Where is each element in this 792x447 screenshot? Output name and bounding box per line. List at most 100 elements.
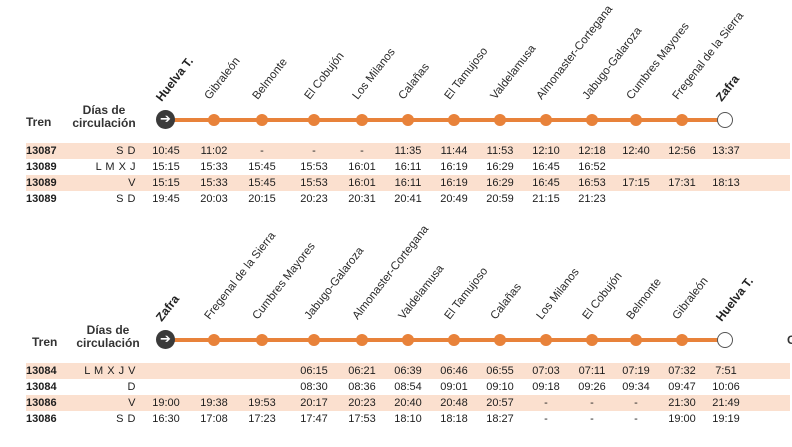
table-row: 13086 V 19:00 19:38 19:53 20:17 20:23 20:40 20:4… — [26, 395, 790, 411]
running-days: L M X J V — [84, 365, 136, 377]
time-cell: 12:10 — [532, 145, 560, 157]
time-cell: - — [260, 145, 264, 157]
table-row: 13084 D 08:30 08:36 08:54 09:01 09:10 09:18 09:2… — [26, 379, 790, 395]
time-cell: 20:49 — [440, 193, 468, 205]
station-dot — [356, 114, 368, 126]
time-cell: 20:59 — [486, 193, 514, 205]
time-cell: 20:17 — [300, 397, 328, 409]
station-dot — [448, 334, 460, 346]
time-cell: 20:15 — [248, 193, 276, 205]
time-cell: - — [634, 397, 638, 409]
timetable-return: Tren Días de circulación ➔ Zafra Fregenal… — [0, 220, 792, 440]
time-cell: 07:03 — [532, 365, 560, 377]
station-dot — [402, 114, 414, 126]
time-cell: 20:57 — [486, 397, 514, 409]
running-days: L M X J — [95, 161, 136, 173]
station-dot — [448, 114, 460, 126]
station-name: Calañas — [488, 281, 524, 322]
station-dot — [208, 114, 220, 126]
header-dias-circulacion: Días de circulación — [76, 323, 140, 350]
station-dot — [630, 114, 642, 126]
time-cell: 19:00 — [152, 397, 180, 409]
time-cell: 16:30 — [152, 413, 180, 425]
time-cell: - — [544, 397, 548, 409]
time-cell: 06:46 — [440, 365, 468, 377]
station-dot — [308, 334, 320, 346]
time-cell: 20:31 — [348, 193, 376, 205]
time-cell: 06:39 — [394, 365, 422, 377]
table-row: 13086 S D 16:30 17:08 17:23 17:47 17:53 18:10 18… — [26, 411, 790, 427]
time-cell: 10:45 — [152, 145, 180, 157]
time-cell — [143, 363, 189, 379]
time-cell: 09:10 — [486, 381, 514, 393]
time-cell: 18:13 — [712, 177, 740, 189]
time-cell: 20:41 — [394, 193, 422, 205]
time-cell: 15:45 — [248, 177, 276, 189]
running-days: S D — [116, 145, 136, 157]
time-cell: 12:18 — [578, 145, 606, 157]
time-cell: 11:35 — [394, 145, 422, 157]
station-name: El Cobujón — [580, 270, 625, 322]
time-cell — [659, 159, 705, 175]
time-cell: 19:53 — [248, 397, 276, 409]
time-cell: 13:37 — [712, 145, 740, 157]
station-name: Almonaster-Cortegana — [534, 3, 616, 103]
station-dot — [676, 334, 688, 346]
time-cell: 19:19 — [712, 413, 740, 425]
station-name: Belmonte — [624, 276, 664, 322]
header-tren: Tren — [26, 115, 52, 129]
time-cell: 16:19 — [440, 177, 468, 189]
table-row: 13087 S D 10:45 11:02 - - - 11:35 11:44 11:53 12:1… — [26, 143, 790, 159]
station-name: Huelva T. — [712, 274, 757, 324]
end-circle-icon — [717, 332, 733, 348]
time-cell: 06:55 — [486, 365, 514, 377]
time-cell: 18:27 — [486, 413, 514, 425]
table-row: 13089 L M X J 15:15 15:33 15:45 15:53 16:01 16:… — [26, 159, 790, 175]
station-dot — [356, 334, 368, 346]
time-cell: 19:00 — [668, 413, 696, 425]
station-dot — [540, 114, 552, 126]
time-cell — [703, 191, 749, 207]
time-cell: 11:53 — [486, 145, 514, 157]
time-cell: - — [360, 145, 364, 157]
time-cell — [239, 379, 285, 395]
route-line — [170, 118, 722, 122]
station-name: Belmonte — [250, 56, 290, 102]
time-cell: - — [590, 413, 594, 425]
arrow-right-icon: ➔ — [156, 330, 175, 349]
station-name: Zafra — [712, 72, 743, 104]
time-cell: 15:53 — [300, 177, 328, 189]
time-cell: 09:01 — [440, 381, 468, 393]
table-row: 13089 S D 19:45 20:03 20:15 20:23 20:31 20:41 20… — [26, 191, 790, 207]
time-cell: - — [544, 413, 548, 425]
train-number: 13087 — [26, 145, 57, 157]
time-cell: 20:40 — [394, 397, 422, 409]
time-cell — [613, 159, 659, 175]
time-cell: 09:47 — [668, 381, 696, 393]
station-dot — [402, 334, 414, 346]
time-cell: 06:15 — [300, 365, 328, 377]
time-cell: 16:19 — [440, 161, 468, 173]
time-cell: 11:44 — [440, 145, 468, 157]
time-cell: 17:08 — [200, 413, 228, 425]
time-cell: 15:53 — [300, 161, 328, 173]
time-cell: 15:33 — [200, 161, 228, 173]
time-cell: 21:49 — [712, 397, 740, 409]
time-cell: 17:23 — [248, 413, 276, 425]
time-cell: 21:30 — [668, 397, 696, 409]
edge-letter: C — [787, 333, 792, 347]
running-days: S D — [116, 413, 136, 425]
time-cell: 08:36 — [348, 381, 376, 393]
time-cell: 16:01 — [348, 161, 376, 173]
station-name: Gibraleón — [202, 55, 243, 102]
table-row: 13089 V 15:15 15:33 15:45 15:53 16:01 16:11 16:1… — [26, 175, 790, 191]
train-number: 13089 — [26, 193, 57, 205]
station-dot — [208, 334, 220, 346]
train-number: 13086 — [26, 397, 57, 409]
time-cell: 16:52 — [578, 161, 606, 173]
time-cell: 20:03 — [200, 193, 228, 205]
time-cell: 17:47 — [300, 413, 328, 425]
time-cell: 15:45 — [248, 161, 276, 173]
time-cell: 7:51 — [715, 365, 737, 377]
time-cell: 09:18 — [532, 381, 560, 393]
